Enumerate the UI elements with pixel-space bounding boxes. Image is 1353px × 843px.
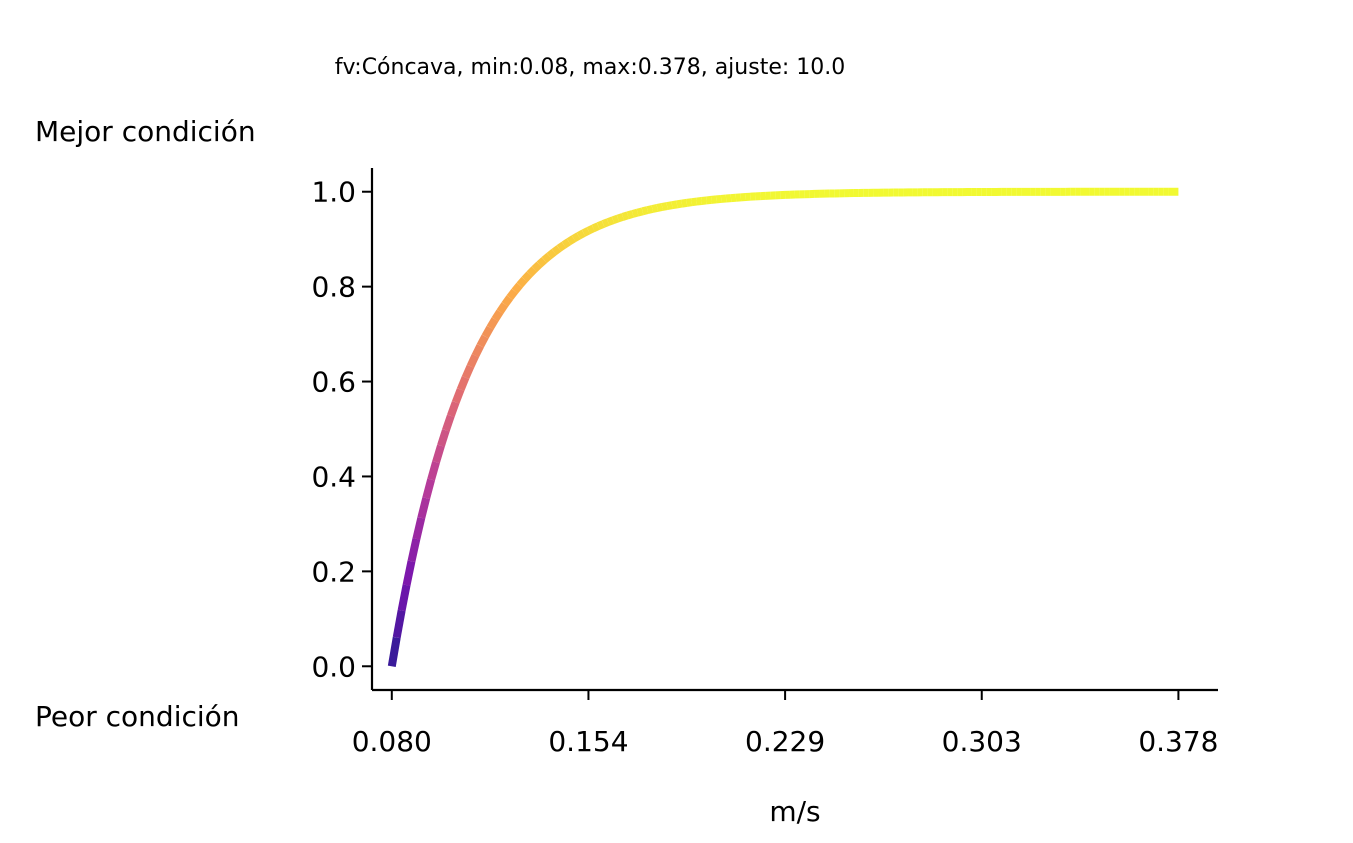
curve-segment-10	[432, 444, 445, 464]
curve-segment-52	[641, 206, 649, 216]
curve-segment-63	[696, 197, 703, 206]
curve-segment-57	[666, 201, 673, 210]
curve-segment-4	[402, 560, 416, 586]
curve-segment-43	[596, 220, 605, 230]
curve-segment-55	[656, 203, 663, 212]
x-axis-ticks: 0.080 0.154 0.229 0.303 0.378	[352, 690, 1218, 758]
curve-segment-35	[556, 241, 567, 252]
curve-segment-41	[586, 224, 596, 235]
curve-segment-25	[506, 288, 518, 301]
curve-segment-36	[561, 238, 571, 249]
curve-segment-13	[447, 400, 460, 418]
y-tick-label-5: 1.0	[311, 176, 356, 209]
curve-segment-8	[422, 478, 435, 500]
curve-segment-58	[671, 200, 678, 210]
curve-segment-2	[392, 609, 406, 639]
curve-segment-62	[691, 197, 698, 207]
curve-segment-32	[541, 252, 552, 264]
curve-segment-45	[606, 216, 615, 226]
curve-segment-6	[412, 516, 426, 540]
curve-segment-31	[536, 257, 547, 268]
curve-segment-34	[551, 245, 562, 256]
curve-segment-47	[616, 213, 625, 223]
curve-segment-39	[576, 229, 586, 240]
curve-segment-44	[601, 218, 610, 228]
curve-segment-29	[526, 266, 538, 277]
x-tick-label-2: 0.229	[745, 725, 825, 758]
series-curve	[387, 187, 1179, 667]
x-tick-label-3: 0.303	[942, 725, 1022, 758]
curve-segment-11	[437, 429, 450, 447]
curve-segment-33	[546, 248, 557, 260]
x-tick-label-1: 0.154	[548, 725, 628, 758]
y-axis-ticks: 0.0 0.2 0.4 0.6 0.8 1.0	[311, 176, 372, 683]
curve-segment-50	[631, 208, 639, 218]
curve-segment-16	[461, 364, 475, 380]
curve-segment-14	[451, 388, 465, 404]
curve-segment-49	[626, 210, 634, 220]
curve-segment-37	[566, 235, 576, 246]
curve-segment-42	[591, 222, 600, 232]
curve-segment-9	[427, 461, 440, 481]
chart-title: fv:Cóncava, min:0.08, max:0.378, ajuste:…	[335, 55, 846, 80]
y-label-worst-condition: Peor condición	[35, 700, 240, 733]
curve-segment-28	[521, 271, 533, 283]
y-tick-label-2: 0.4	[311, 460, 356, 493]
curve-segment-12	[442, 414, 455, 432]
curve-segment-20	[481, 325, 494, 339]
x-axis-label: m/s	[769, 795, 820, 828]
curve-segment-60	[681, 198, 688, 208]
y-label-best-condition: Mejor condición	[35, 115, 256, 148]
curve-segment-51	[636, 207, 644, 217]
x-tick-label-4: 0.378	[1138, 725, 1218, 758]
curve-segment-1	[387, 636, 401, 667]
curve-segment-46	[611, 214, 620, 224]
curve-segment-21	[486, 317, 499, 330]
curve-segment-22	[491, 309, 504, 322]
curve-segment-24	[501, 295, 514, 307]
curve-segment-5	[407, 538, 421, 563]
curve-segment-15	[456, 376, 470, 392]
y-tick-label-3: 0.6	[311, 366, 356, 399]
curve-segment-26	[511, 282, 523, 294]
curve-segment-3	[397, 584, 411, 612]
y-tick-label-0: 0.0	[311, 650, 356, 683]
y-tick-label-4: 0.8	[311, 271, 356, 304]
curve-segment-17	[466, 354, 480, 368]
curve-segment-18	[471, 344, 484, 358]
curve-segment-56	[661, 202, 668, 211]
curve-segment-27	[516, 276, 528, 288]
curve-segment-19	[476, 334, 489, 348]
curve-segment-23	[496, 302, 509, 314]
curve-segment-53	[646, 205, 654, 215]
curve-segment-54	[651, 204, 659, 213]
curve-segment-59	[676, 199, 683, 209]
curve-segment-65	[706, 195, 712, 205]
curve-segment-30	[531, 261, 543, 273]
x-tick-label-0: 0.080	[352, 725, 432, 758]
curve-segment-61	[686, 198, 693, 207]
curve-segment-40	[581, 227, 591, 237]
curve-segment-38	[571, 232, 581, 243]
y-tick-label-1: 0.2	[311, 555, 356, 588]
curve-segment-64	[701, 196, 707, 205]
curve-segment-48	[621, 211, 629, 221]
curve-segment-7	[417, 497, 431, 519]
